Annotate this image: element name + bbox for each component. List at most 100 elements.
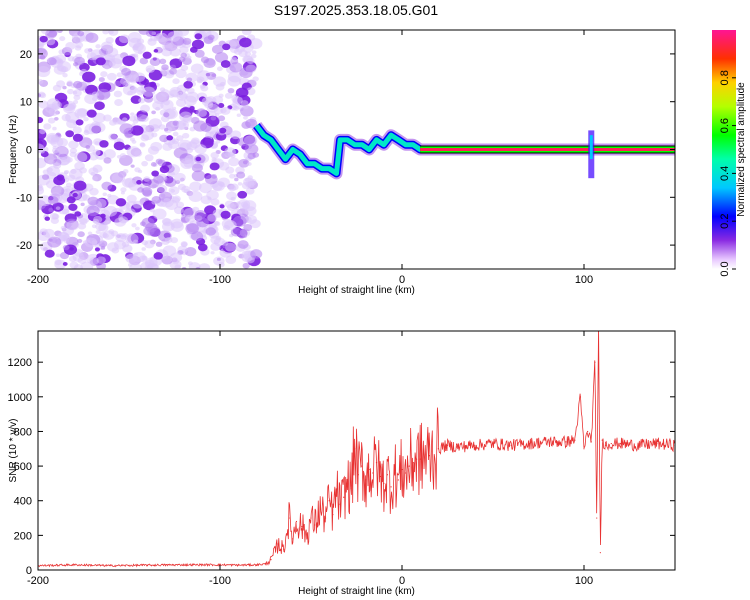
- noise-blob: [62, 85, 67, 90]
- noise-blob: [247, 175, 253, 180]
- noise-blob: [137, 50, 143, 55]
- noise-blob: [65, 42, 76, 51]
- snr-point: [270, 559, 272, 561]
- snr-point: [183, 564, 185, 566]
- snr-point: [474, 444, 476, 446]
- snr-point: [587, 430, 589, 433]
- noise-blob: [74, 211, 82, 217]
- noise-blob: [122, 169, 129, 174]
- noise-blob: [82, 71, 96, 83]
- noise-blob: [162, 42, 173, 51]
- noise-blob: [65, 111, 80, 123]
- noise-blob: [163, 99, 170, 106]
- noise-blob: [210, 242, 221, 251]
- noise-blob: [240, 100, 249, 107]
- snr-point: [528, 442, 531, 445]
- noise-blob: [91, 240, 98, 245]
- noise-blob: [225, 166, 235, 174]
- noise-blob: [151, 196, 162, 204]
- colorbar-tick-label: 0.0: [719, 261, 731, 276]
- noise-blob: [190, 231, 204, 242]
- snr-point: [372, 472, 374, 474]
- top-xlabel: Height of straight line (km): [298, 285, 415, 296]
- noise-blob: [227, 151, 235, 157]
- noise-blob: [189, 46, 198, 53]
- noise-blob: [217, 102, 225, 108]
- noise-blob: [211, 174, 217, 179]
- bottom-frame: [37, 330, 676, 571]
- noise-blob: [141, 130, 154, 141]
- noise-blob: [88, 123, 102, 134]
- noise-blob: [38, 40, 45, 50]
- noise-blob: [148, 118, 162, 129]
- snr-point: [354, 448, 356, 450]
- snr-point: [110, 565, 112, 567]
- bottom-ytick-label: 400: [14, 496, 32, 508]
- snr-point: [638, 444, 640, 446]
- bottom-xtick-label: 100: [575, 575, 593, 587]
- bottom-xtick-label: -200: [27, 575, 49, 587]
- snr-point: [332, 513, 334, 516]
- noise-blob: [44, 216, 51, 221]
- noise-blob: [198, 263, 211, 269]
- noise-blob: [46, 57, 57, 66]
- noise-blob: [53, 175, 66, 186]
- noise-blob: [115, 233, 127, 243]
- noise-blob: [72, 126, 82, 134]
- noise-blob: [207, 213, 218, 222]
- bottom-ytick-label: 1000: [8, 392, 32, 404]
- noise-blob: [100, 71, 108, 78]
- snr-point: [446, 444, 449, 446]
- noise-blob: [215, 140, 221, 144]
- snr-point: [510, 444, 512, 446]
- noise-blob: [72, 133, 83, 142]
- noise-blob: [141, 187, 153, 196]
- noise-blob: [38, 93, 42, 98]
- noise-blob: [166, 135, 174, 141]
- snr-point: [277, 543, 279, 545]
- noise-blob: [214, 221, 221, 227]
- noise-blob: [68, 255, 77, 263]
- noise-blob: [187, 55, 192, 60]
- noise-blob: [213, 256, 225, 266]
- noise-blob: [171, 197, 180, 204]
- noise-blob: [213, 76, 227, 87]
- noise-blob: [103, 157, 112, 164]
- noise-blob: [57, 146, 68, 155]
- snr-point: [583, 448, 585, 450]
- noise-blob: [139, 57, 149, 65]
- noise-blob: [178, 92, 187, 99]
- noise-blob: [42, 169, 49, 175]
- noise-blob: [145, 257, 158, 268]
- noise-blob: [87, 196, 99, 206]
- noise-blob: [125, 233, 139, 245]
- noise-blob: [163, 112, 170, 118]
- snr-point: [547, 441, 549, 443]
- colorbar-tick-label: 0.8: [719, 70, 731, 85]
- noise-blob: [197, 243, 208, 252]
- snr-point: [295, 520, 298, 523]
- noise-blob: [159, 58, 167, 65]
- snr-point: [310, 517, 312, 519]
- noise-blob: [159, 134, 169, 143]
- noise-blob: [225, 255, 237, 265]
- noise-blob: [181, 213, 186, 218]
- noise-blob: [236, 171, 246, 179]
- snr-point: [357, 474, 359, 476]
- noise-blob: [214, 52, 229, 63]
- noise-blob: [127, 90, 133, 96]
- noise-blob: [227, 71, 242, 83]
- noise-blob: [116, 119, 124, 125]
- noise-blob: [149, 57, 161, 67]
- snr-point: [283, 548, 285, 550]
- snr-point: [292, 538, 294, 540]
- snr-point: [415, 458, 418, 460]
- noise-blob: [85, 32, 99, 43]
- snr-area: [38, 331, 675, 568]
- noise-blob: [70, 169, 77, 175]
- noise-blob: [84, 48, 91, 54]
- noise-blob: [144, 240, 155, 249]
- noise-blob: [219, 204, 225, 209]
- noise-blob: [145, 30, 155, 37]
- noise-blob: [136, 38, 145, 45]
